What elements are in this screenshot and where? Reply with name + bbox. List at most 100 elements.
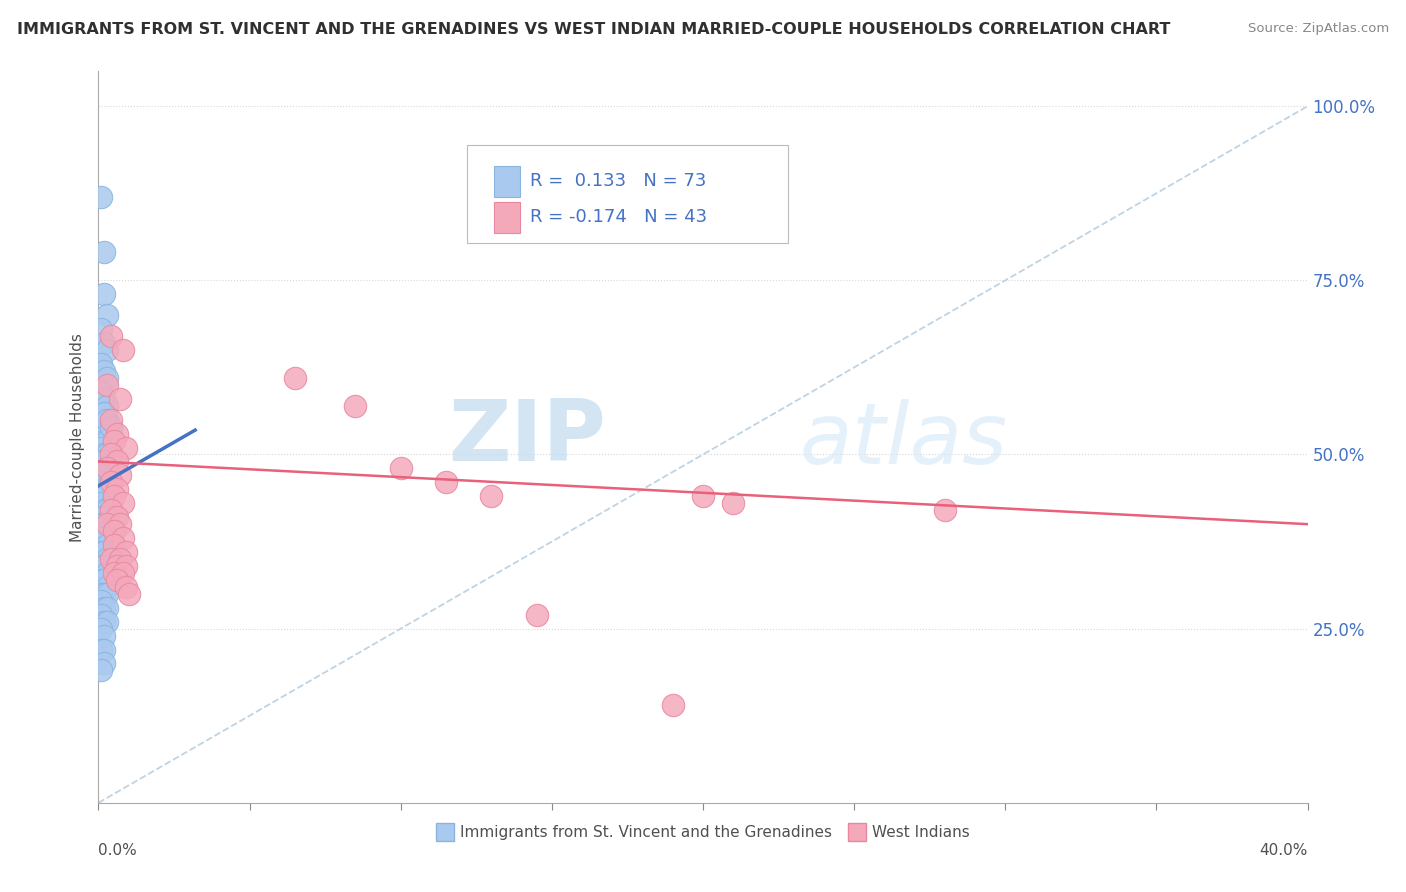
Point [100,419,122,434]
Point [96,587,118,601]
Point [96,371,118,385]
Point [114,580,136,594]
Point [96,600,118,615]
Point [93,336,115,351]
Point [93,468,115,483]
Point [93,573,115,587]
Y-axis label: Married-couple Households: Married-couple Households [70,333,86,541]
Point [111,566,134,580]
Point [526,607,548,622]
Point [96,517,118,532]
Point [90,475,112,490]
Point [90,664,112,678]
Point [108,552,131,566]
Point [100,475,122,490]
Point [96,503,118,517]
Point [103,538,125,552]
Text: IMMIGRANTS FROM ST. VINCENT AND THE GRENADINES VS WEST INDIAN MARRIED-COUPLE HOU: IMMIGRANTS FROM ST. VINCENT AND THE GREN… [17,22,1170,37]
Point [96,517,118,532]
Point [93,629,115,643]
Point [111,531,134,545]
Point [96,524,118,538]
Point [96,461,118,475]
Point [105,426,128,441]
Point [105,558,128,573]
Point [93,287,115,301]
Point [100,552,122,566]
Point [108,392,131,406]
Point [90,594,112,608]
FancyBboxPatch shape [467,145,787,244]
Point [96,615,118,629]
Point [93,657,115,671]
Point [90,622,112,636]
Point [103,489,125,503]
Point [96,412,118,426]
Point [96,461,118,475]
Point [93,434,115,448]
Point [90,531,112,545]
Point [389,461,412,475]
Point [103,434,125,448]
Point [96,377,118,392]
Point [93,510,115,524]
Point [100,329,122,343]
Point [90,607,112,622]
Point [96,343,118,357]
Point [90,545,112,559]
Text: 0.0%: 0.0% [98,843,138,858]
Point [344,399,367,413]
Point [96,412,118,426]
Point [93,364,115,378]
Text: R = -0.174   N = 43: R = -0.174 N = 43 [530,209,707,227]
Point [90,496,112,510]
Point [93,392,115,406]
Point [90,587,112,601]
Point [93,483,115,497]
Point [90,190,112,204]
Point [96,483,118,497]
Point [93,587,115,601]
Point [96,434,118,448]
Point [96,580,118,594]
Point [96,475,118,490]
Point [661,698,683,713]
Point [934,503,956,517]
Point [93,245,115,260]
Point [93,454,115,468]
Point [93,531,115,545]
Point [90,468,112,483]
Point [93,615,115,629]
Point [105,454,128,468]
Point [100,412,122,426]
Point [114,441,136,455]
Point [93,489,115,503]
Point [90,441,112,455]
Point [90,384,112,399]
Point [118,587,141,601]
Point [108,468,131,483]
Point [96,566,118,580]
Point [96,538,118,552]
Point [100,419,122,434]
Point [90,510,112,524]
Point [93,545,115,559]
Point [93,517,115,532]
Point [93,503,115,517]
Point [96,448,118,462]
Legend: Immigrants from St. Vincent and the Grenadines, West Indians: Immigrants from St. Vincent and the Gren… [430,819,976,847]
Point [108,517,131,532]
Text: atlas: atlas [800,400,1008,483]
Point [723,496,745,510]
Point [105,573,128,587]
Point [90,357,112,371]
Point [93,448,115,462]
Point [96,496,118,510]
Point [90,642,112,657]
Point [103,566,125,580]
Bar [494,202,520,233]
Point [100,448,122,462]
Point [90,573,112,587]
Point [103,524,125,538]
Point [111,496,134,510]
